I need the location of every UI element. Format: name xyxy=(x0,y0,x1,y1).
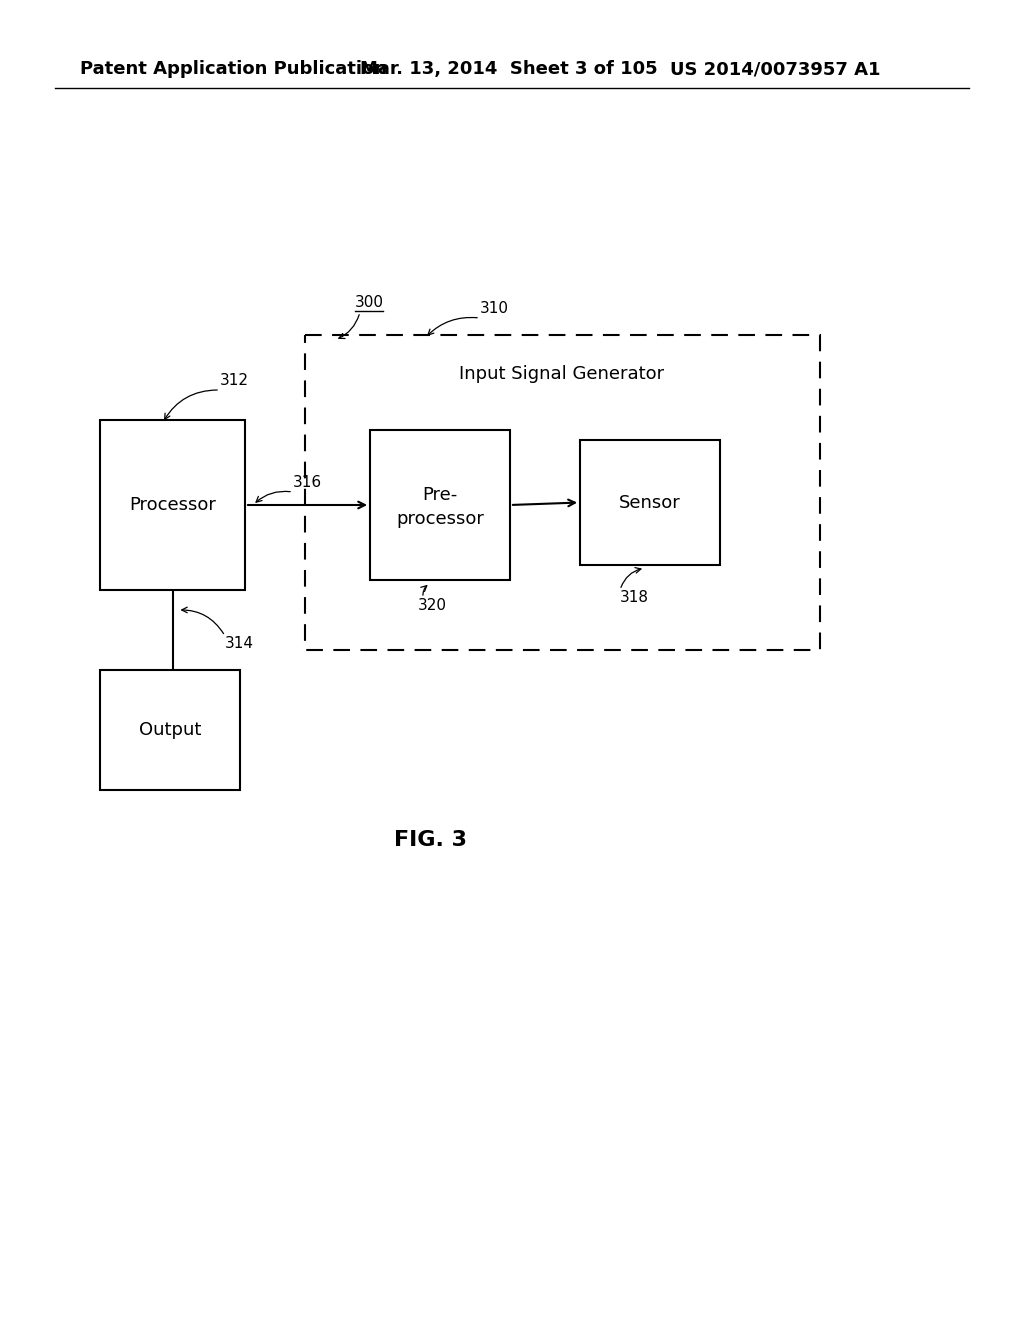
Text: 318: 318 xyxy=(620,590,649,605)
Text: 312: 312 xyxy=(220,374,249,388)
Bar xyxy=(305,335,820,649)
Text: 320: 320 xyxy=(418,598,447,612)
Text: FIG. 3: FIG. 3 xyxy=(393,830,467,850)
Text: Sensor: Sensor xyxy=(620,494,681,511)
Text: US 2014/0073957 A1: US 2014/0073957 A1 xyxy=(670,59,881,78)
Bar xyxy=(100,671,240,789)
Text: Output: Output xyxy=(139,721,201,739)
Bar xyxy=(100,420,245,590)
Text: 300: 300 xyxy=(355,294,384,310)
Bar xyxy=(370,430,510,579)
Text: 316: 316 xyxy=(293,475,323,490)
Text: processor: processor xyxy=(396,510,484,528)
Text: Patent Application Publication: Patent Application Publication xyxy=(80,59,387,78)
Text: Processor: Processor xyxy=(129,496,216,513)
Text: 310: 310 xyxy=(480,301,509,315)
Text: Mar. 13, 2014  Sheet 3 of 105: Mar. 13, 2014 Sheet 3 of 105 xyxy=(360,59,657,78)
Text: Pre-: Pre- xyxy=(422,486,458,504)
Text: 314: 314 xyxy=(225,636,254,651)
Bar xyxy=(580,440,720,565)
Text: Input Signal Generator: Input Signal Generator xyxy=(460,366,665,383)
